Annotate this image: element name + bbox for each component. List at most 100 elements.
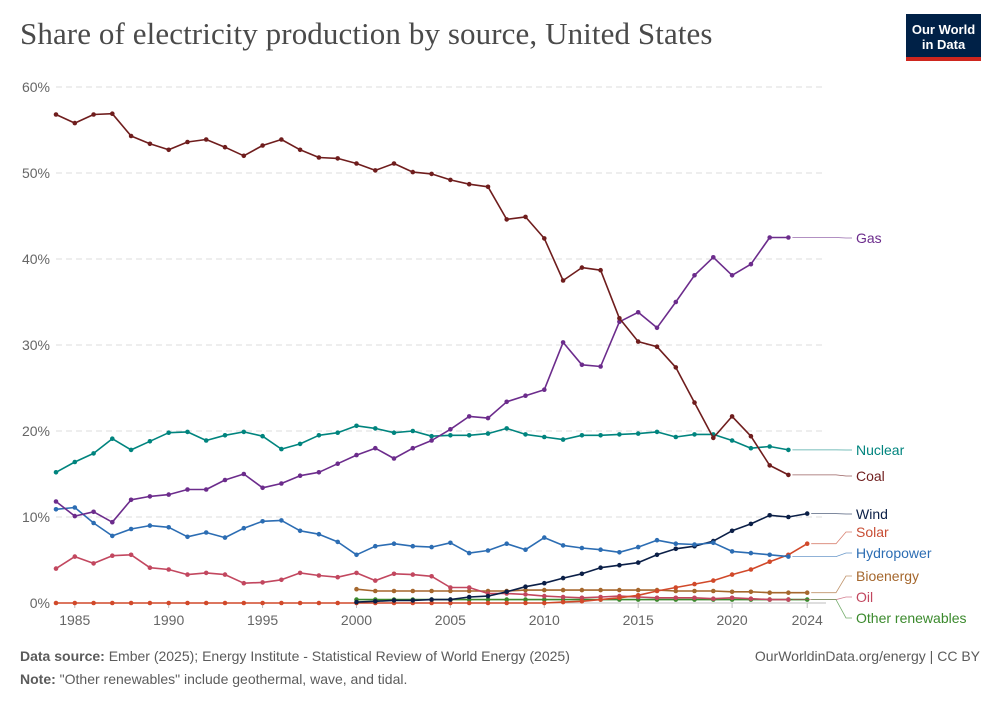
data-point-gas (673, 299, 679, 305)
data-point-hydropower (373, 543, 378, 549)
data-point-wind (391, 598, 397, 603)
data-point-solar (804, 541, 810, 546)
data-point-wind (354, 599, 359, 605)
series-label-coal: Coal (856, 468, 885, 484)
data-point-coal (542, 236, 547, 241)
data-point-oil (466, 585, 472, 590)
data-point-solar (635, 593, 641, 598)
data-point-hydropower (523, 547, 528, 552)
data-point-solar (110, 600, 115, 606)
x-tick-label: 2024 (792, 612, 823, 628)
data-point-nuclear (91, 451, 96, 456)
data-point-nuclear (166, 430, 171, 436)
data-point-gas (335, 461, 341, 467)
data-point-hydropower (260, 519, 265, 524)
data-point-gas (542, 387, 547, 393)
y-tick-label: 30% (22, 337, 50, 353)
data-point-other-renewables (485, 597, 491, 602)
owid-logo[interactable]: Our World in Data (906, 14, 981, 61)
data-point-bioenergy (692, 588, 697, 594)
data-point-oil (373, 578, 378, 583)
data-point-wind (523, 584, 528, 589)
data-point-oil (692, 595, 697, 601)
source-label: Data source: (20, 648, 105, 664)
data-point-solar (504, 600, 510, 606)
data-point-nuclear (786, 447, 791, 453)
data-point-hydropower (654, 537, 660, 543)
series-line-coal (55, 112, 789, 476)
data-point-hydropower (579, 545, 585, 551)
data-point-hydropower (354, 552, 359, 558)
data-point-bioenergy (448, 588, 453, 594)
x-tick-label: 2000 (341, 612, 372, 628)
data-point-bioenergy (748, 589, 754, 595)
data-point-coal (485, 184, 491, 190)
data-point-nuclear (297, 441, 303, 447)
data-point-solar (617, 595, 622, 601)
data-point-wind (804, 511, 810, 516)
data-point-gas (203, 487, 209, 492)
data-point-nuclear (448, 433, 453, 438)
data-point-oil (767, 597, 772, 602)
data-point-hydropower (391, 541, 397, 546)
data-point-coal (203, 137, 209, 142)
data-point-solar (297, 600, 303, 606)
source-line: Data source: Ember (2025); Energy Instit… (20, 648, 570, 664)
data-point-hydropower (185, 534, 190, 540)
data-point-solar (72, 600, 78, 606)
data-point-hydropower (279, 518, 284, 523)
data-point-wind (767, 513, 772, 518)
data-point-solar (279, 600, 284, 606)
data-point-nuclear (635, 431, 641, 436)
data-point-gas (711, 254, 716, 260)
data-point-bioenergy (429, 588, 434, 594)
data-point-solar (91, 600, 96, 606)
data-point-solar (448, 600, 453, 606)
data-point-hydropower (316, 531, 322, 537)
data-point-coal (166, 147, 171, 153)
data-point-bioenergy (542, 587, 547, 593)
y-tick-label: 40% (22, 251, 50, 267)
x-tick-label: 2005 (435, 612, 466, 628)
data-point-nuclear (729, 438, 735, 443)
data-point-nuclear (260, 433, 265, 439)
data-point-bioenergy (391, 588, 397, 594)
data-point-wind (410, 598, 416, 603)
data-point-oil (166, 567, 171, 572)
data-point-gas (635, 310, 641, 315)
data-point-gas (485, 415, 491, 421)
data-point-other-renewables (542, 597, 547, 602)
data-point-coal (72, 120, 78, 126)
series-label-wind: Wind (856, 506, 888, 522)
data-point-wind (786, 514, 791, 520)
data-point-oil (786, 597, 791, 602)
data-point-bioenergy (673, 588, 679, 594)
data-point-solar (598, 597, 603, 602)
data-point-wind (654, 552, 660, 558)
data-point-solar (729, 572, 735, 577)
data-point-bioenergy (711, 588, 716, 594)
data-point-hydropower (786, 554, 791, 559)
data-point-gas (147, 494, 153, 499)
data-point-gas (166, 492, 171, 497)
series-line-gas (55, 236, 789, 524)
data-point-coal (185, 139, 190, 145)
data-point-solar (166, 600, 171, 606)
data-point-coal (91, 112, 96, 117)
data-point-hydropower (72, 505, 78, 510)
data-point-gas (91, 509, 96, 515)
leader-line-other-renewables (811, 599, 852, 619)
data-point-solar (241, 600, 247, 606)
x-tick-label: 1985 (59, 612, 90, 628)
data-point-oil (147, 565, 153, 570)
data-point-gas (523, 393, 528, 399)
data-point-oil (260, 580, 265, 585)
data-point-solar (316, 600, 322, 606)
data-point-other-renewables (523, 597, 528, 602)
data-point-solar (673, 585, 679, 590)
data-point-wind (560, 575, 566, 581)
data-point-wind (373, 599, 378, 604)
data-point-nuclear (598, 433, 603, 438)
data-point-oil (711, 596, 716, 601)
source-url[interactable]: OurWorldinData.org/energy | CC BY (754, 648, 980, 664)
